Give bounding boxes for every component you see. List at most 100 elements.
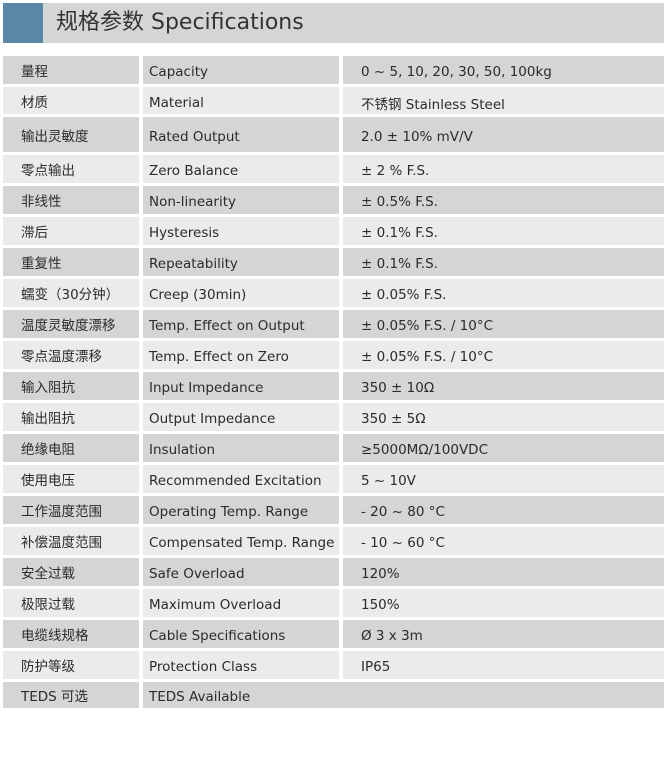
param-value: IP65 xyxy=(343,651,664,682)
param-name-en: Input Impedance xyxy=(143,372,343,403)
param-value-text: ± 2 % F.S. xyxy=(361,163,430,179)
table-row: 使用电压 Recommended Excitation 5 ~ 10V xyxy=(3,465,664,496)
param-name-cn-text: 温度灵敏度漂移 xyxy=(21,318,116,334)
param-value: ± 0.5% F.S. xyxy=(343,186,664,217)
param-value: - 10 ~ 60 °C xyxy=(343,527,664,558)
param-value: 150% xyxy=(343,589,664,620)
param-name-en-text: Creep (30min) xyxy=(149,287,247,303)
param-name-cn-text: 重复性 xyxy=(21,256,62,272)
param-name-cn-text: 蠕变（30分钟） xyxy=(21,287,120,303)
param-value: ± 0.1% F.S. xyxy=(343,217,664,248)
table-row: 输入阻抗 Input Impedance 350 ± 10Ω xyxy=(3,372,664,403)
param-name-cn-text: 输出阻抗 xyxy=(21,411,75,427)
table-row: 电缆线规格 Cable Specifications Ø 3 x 3m xyxy=(3,620,664,651)
param-value-text: 2.0 ± 10% mV/V xyxy=(361,128,473,145)
param-name-en: Output Impedance xyxy=(143,403,343,434)
param-value-text: ± 0.1% F.S. xyxy=(361,256,438,272)
section-title: 规格参数 Specifications xyxy=(56,10,304,35)
param-value: ± 0.1% F.S. xyxy=(343,248,664,279)
param-value-text: 350 ± 10Ω xyxy=(361,380,435,396)
param-name-cn: 材质 xyxy=(3,87,143,117)
param-name-cn-text: 使用电压 xyxy=(21,473,75,489)
param-name-cn-text: 防护等级 xyxy=(21,659,75,675)
param-name-cn-text: 输出灵敏度 xyxy=(21,128,89,145)
param-name-cn: 使用电压 xyxy=(3,465,143,496)
param-name-en: Insulation xyxy=(143,434,343,465)
param-name-en-text: Material xyxy=(149,94,204,111)
param-name-cn: 零点输出 xyxy=(3,155,143,186)
param-name-cn-text: 滞后 xyxy=(21,225,48,241)
param-name-cn-text: 极限过载 xyxy=(21,597,75,613)
table-row: 蠕变（30分钟） Creep (30min) ± 0.05% F.S. xyxy=(3,279,664,310)
table-row: 滞后 Hysteresis ± 0.1% F.S. xyxy=(3,217,664,248)
param-name-cn: 滞后 xyxy=(3,217,143,248)
param-name-cn: 温度灵敏度漂移 xyxy=(3,310,143,341)
param-name-en-text: Compensated Temp. Range xyxy=(149,535,335,551)
param-name-en-text: Non-linearity xyxy=(149,194,237,210)
param-value-text: ± 0.05% F.S. / 10°C xyxy=(361,318,494,334)
section-header: 规格参数 Specifications xyxy=(3,3,664,43)
param-name-cn: 工作温度范围 xyxy=(3,496,143,527)
param-name-en-text: Output Impedance xyxy=(149,411,276,427)
param-name-cn: TEDS 可选 xyxy=(3,682,143,711)
param-value: ± 0.05% F.S. xyxy=(343,279,664,310)
table-row: 零点温度漂移 Temp. Effect on Zero ± 0.05% F.S. /… xyxy=(3,341,664,372)
param-name-cn: 绝缘电阻 xyxy=(3,434,143,465)
param-name-cn: 零点温度漂移 xyxy=(3,341,143,372)
table-row: 零点输出 Zero Balance ± 2 % F.S. xyxy=(3,155,664,186)
param-name-en-text: Repeatability xyxy=(149,256,238,272)
param-value-text: Ø 3 x 3m xyxy=(361,628,423,644)
param-value: ± 2 % F.S. xyxy=(343,155,664,186)
param-name-en: Temp. Effect on Zero xyxy=(143,341,343,372)
param-value-text: 5 ~ 10V xyxy=(361,473,416,489)
param-name-en: Recommended Excitation xyxy=(143,465,343,496)
table-row: 输出灵敏度 Rated Output 2.0 ± 10% mV/V xyxy=(3,117,664,155)
param-name-en-text: Recommended Excitation xyxy=(149,473,322,489)
param-value: 5 ~ 10V xyxy=(343,465,664,496)
param-value-text: ± 0.5% F.S. xyxy=(361,194,438,210)
param-name-en: Rated Output xyxy=(143,117,343,155)
param-name-cn: 蠕变（30分钟） xyxy=(3,279,143,310)
param-value-text: 120% xyxy=(361,566,400,582)
param-name-en: Safe Overload xyxy=(143,558,343,589)
param-name-en: Zero Balance xyxy=(143,155,343,186)
param-name-en-text: Maximum Overload xyxy=(149,597,282,613)
param-name-en: Repeatability xyxy=(143,248,343,279)
param-value: ≥5000MΩ/100VDC xyxy=(343,434,664,465)
table-row: 绝缘电阻 Insulation ≥5000MΩ/100VDC xyxy=(3,434,664,465)
param-name-en-text: Temp. Effect on Output xyxy=(149,318,305,334)
param-value-text: IP65 xyxy=(361,659,391,675)
param-name-cn: 补偿温度范围 xyxy=(3,527,143,558)
param-name-cn-text: 零点输出 xyxy=(21,163,75,179)
param-name-cn-text: 电缆线规格 xyxy=(21,628,89,644)
param-name-en: Hysteresis xyxy=(143,217,343,248)
param-name-cn-text: 安全过载 xyxy=(21,566,75,582)
param-value-text: 不锈钢 Stainless Steel xyxy=(361,96,505,113)
param-name-cn-text: TEDS 可选 xyxy=(21,689,89,705)
param-name-cn-text: 零点温度漂移 xyxy=(21,349,102,365)
param-name-en-text: Safe Overload xyxy=(149,566,245,582)
param-value: 0 ~ 5, 10, 20, 30, 50, 100kg xyxy=(343,56,664,87)
param-name-cn-text: 材质 xyxy=(21,94,48,111)
param-name-en: Material xyxy=(143,87,343,117)
param-name-en: Operating Temp. Range xyxy=(143,496,343,527)
param-name-en-text: Cable Specifications xyxy=(149,628,286,644)
param-name-en-text: Temp. Effect on Zero xyxy=(149,349,289,365)
param-value-text: ± 0.05% F.S. xyxy=(361,287,447,303)
param-name-cn-text: 非线性 xyxy=(21,194,62,210)
param-value-text: - 10 ~ 60 °C xyxy=(361,535,445,551)
param-name-en: TEDS Available xyxy=(143,682,664,711)
param-name-en: Non-linearity xyxy=(143,186,343,217)
param-value: 2.0 ± 10% mV/V xyxy=(343,117,664,155)
param-name-en-text: Zero Balance xyxy=(149,163,239,179)
param-name-en-text: Operating Temp. Range xyxy=(149,504,309,520)
param-name-en: Compensated Temp. Range xyxy=(143,527,343,558)
param-name-cn-text: 绝缘电阻 xyxy=(21,442,75,458)
param-name-cn: 量程 xyxy=(3,56,143,87)
header-accent-bar xyxy=(3,3,43,43)
param-name-cn-text: 输入阻抗 xyxy=(21,380,75,396)
param-value: 不锈钢 Stainless Steel xyxy=(343,87,664,117)
table-row: 工作温度范围 Operating Temp. Range - 20 ~ 80 °C xyxy=(3,496,664,527)
table-row: TEDS 可选 TEDS Available xyxy=(3,682,664,711)
param-name-en: Protection Class xyxy=(143,651,343,682)
